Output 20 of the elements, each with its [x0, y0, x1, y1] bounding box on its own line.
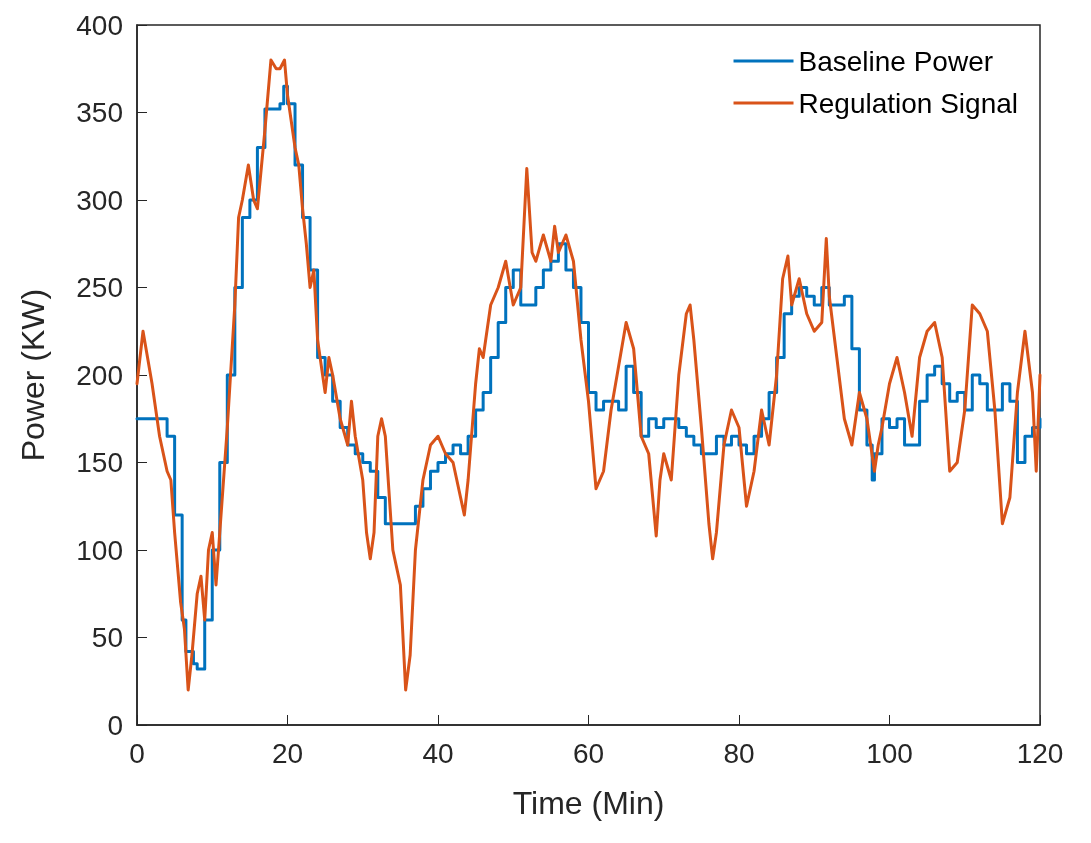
y-axis-title: Power (KW): [15, 288, 51, 462]
y-tick-label: 400: [76, 9, 123, 41]
y-tick-label: 50: [91, 622, 123, 653]
y-tick-label: 100: [76, 534, 123, 566]
legend-label: Baseline Power: [798, 45, 994, 77]
y-tick-label: 300: [76, 184, 123, 216]
y-tick-label: 250: [76, 272, 123, 303]
x-tick-label: 100: [866, 737, 913, 769]
y-tick-label: 150: [76, 447, 123, 478]
x-tick-label: 20: [271, 737, 304, 769]
y-tick-label: 0: [107, 709, 123, 741]
y-tick-label: 350: [76, 97, 123, 128]
x-tick-label: 80: [723, 737, 755, 769]
x-tick-label: 0: [129, 737, 145, 769]
x-tick-label: 120: [1016, 737, 1064, 769]
y-tick-label: 200: [76, 359, 123, 391]
x-tick-label: 40: [422, 737, 454, 769]
x-tick-label: 60: [572, 737, 605, 769]
x-axis-title: Time (Min): [512, 785, 665, 821]
legend-label: Regulation Signal: [798, 87, 1019, 119]
